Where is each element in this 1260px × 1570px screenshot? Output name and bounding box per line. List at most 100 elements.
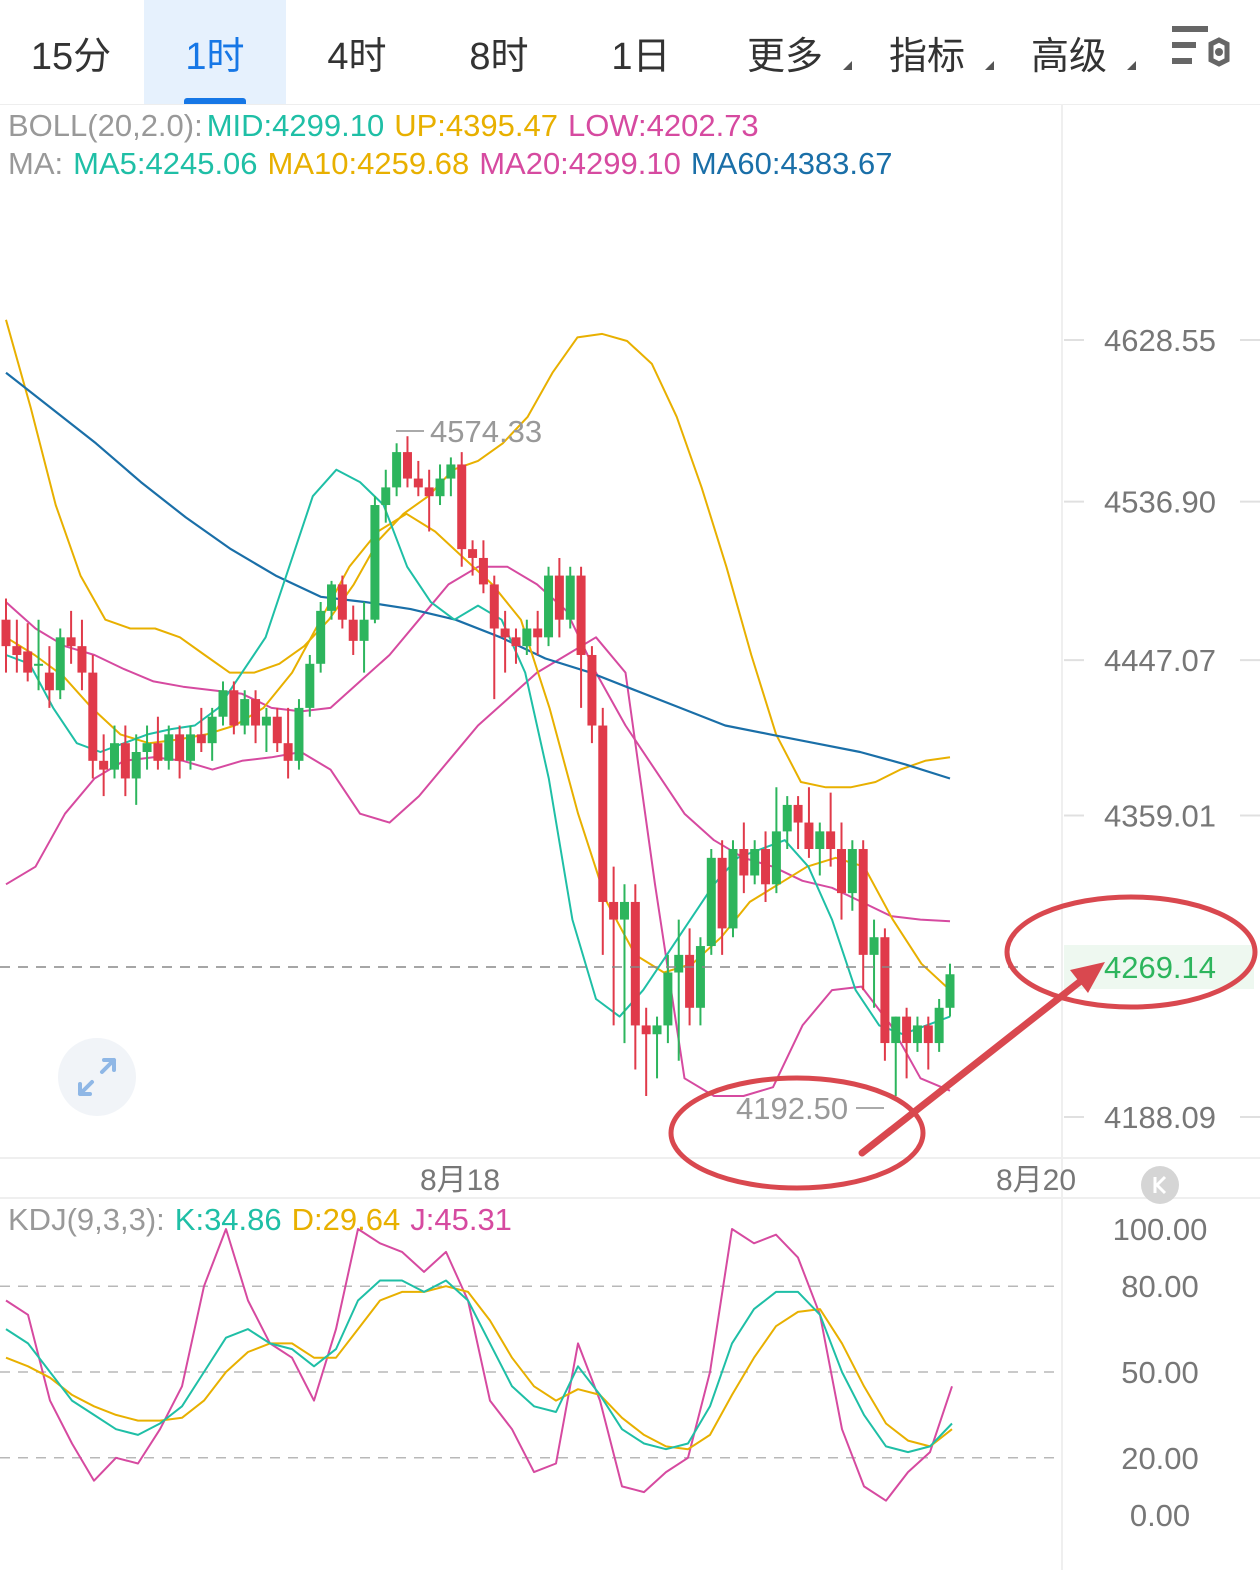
candle-body (674, 954, 684, 973)
candle-body (77, 646, 87, 673)
candle-body (272, 716, 282, 744)
candle-body (815, 831, 825, 850)
candle-body (435, 478, 445, 497)
candle-body (251, 699, 261, 726)
candle-body (858, 849, 868, 955)
candle-body (500, 628, 510, 638)
candle-body (131, 751, 141, 779)
candle-body (761, 849, 771, 885)
tab-label: 高级 (1030, 35, 1107, 78)
dropdown-caret-icon (1127, 61, 1136, 70)
tab-indicators[interactable]: 指标 (862, 0, 994, 104)
filter-settings-icon[interactable] (1168, 18, 1230, 80)
candle-body (413, 478, 423, 488)
high-marker-label: 4574.33 (430, 414, 542, 449)
candle-body (836, 849, 846, 894)
price-chart[interactable]: 4628.55 4536.90 4447.07 4359.01 4188.09 8月18 8… (0, 104, 1260, 1570)
candle-body (771, 831, 781, 885)
kdj-axis-label: 100.00 (1113, 1212, 1208, 1247)
dropdown-caret-icon (843, 61, 852, 70)
kdj-legend: KDJ(9,3,3): K:34.86 D:29.64 J:45.31 (8, 1202, 522, 1238)
chart-grid (0, 104, 1260, 1570)
tab-more[interactable]: 更多 (720, 0, 852, 104)
price-axis-label: 4447.07 (1104, 643, 1216, 678)
ma60-value: MA60:4383.67 (690, 146, 893, 181)
candle-body (511, 637, 521, 647)
kdj-k: K:34.86 (174, 1202, 282, 1237)
candle-body (663, 972, 673, 1026)
candle-body (912, 1025, 922, 1044)
ma60-line (5, 371, 951, 780)
candle-body (110, 743, 120, 770)
candle-body (294, 707, 304, 761)
candle-body (240, 699, 250, 726)
candle-body (934, 1007, 944, 1044)
candle-body (706, 857, 716, 947)
ma-name: MA: (8, 146, 64, 181)
boll-mid: MID:4299.10 (206, 108, 385, 143)
time-axis-label: 8月18 (420, 1164, 500, 1197)
tab-8h[interactable]: 8时 (428, 0, 570, 104)
indicator-lines (5, 319, 951, 1097)
kdj-j: J:45.31 (410, 1202, 512, 1237)
candle-body (153, 743, 163, 761)
price-axis: 4628.55 4536.90 4447.07 4359.01 4188.09 8月18 8… (420, 323, 1260, 1533)
candle-body (305, 663, 315, 708)
candle-body (23, 651, 33, 673)
expand-arrows-icon[interactable] (58, 1038, 136, 1116)
candle-body (44, 672, 54, 691)
candle-body (533, 628, 543, 638)
time-axis-label: 8月20 (996, 1164, 1076, 1197)
candle-body (164, 734, 174, 761)
candle-body (88, 672, 98, 761)
candle-body (99, 760, 109, 770)
candle-body (522, 628, 532, 647)
candle-body (544, 575, 554, 638)
tab-15min[interactable]: 15分 (0, 0, 142, 104)
tab-advanced[interactable]: 高级 (1004, 0, 1136, 104)
ma5-line (5, 468, 951, 1036)
tab-1h[interactable]: 1时 (144, 0, 286, 104)
ma20-value: MA20:4299.10 (479, 146, 681, 181)
candle-body (261, 716, 271, 726)
candle-body (175, 734, 185, 761)
kdj-name: KDJ(9,3,3): (8, 1202, 165, 1237)
boll-lower-line (5, 636, 951, 1097)
candle-body (120, 743, 130, 779)
candle-body (478, 557, 488, 585)
kdj-axis-label: 20.00 (1121, 1441, 1199, 1476)
kdj-d-line (5, 1285, 953, 1451)
candle-body (370, 505, 380, 620)
candle-body (381, 487, 391, 506)
boll-name: BOLL(20,2.0): (8, 108, 203, 143)
price-axis-label: 4188.09 (1104, 1100, 1216, 1135)
candle-body (923, 1025, 933, 1044)
timeframe-tabs: 15分 1时 4时 8时 1日 更多 指标 高级 (0, 0, 1260, 105)
tab-1d[interactable]: 1日 (570, 0, 712, 104)
candle-body (359, 619, 369, 641)
candle-body (652, 1025, 662, 1035)
candle-body (218, 690, 228, 717)
candle-body (1, 619, 11, 647)
candle-body (196, 734, 206, 744)
candle-body (327, 584, 337, 611)
candle-body (424, 487, 434, 497)
candle-body (750, 849, 760, 876)
kdj-j-line (5, 1228, 953, 1502)
boll-up: UP:4395.47 (394, 108, 558, 143)
candle-body (283, 743, 293, 761)
k-line-icon[interactable] (1141, 1166, 1179, 1204)
kdj-d: D:29.64 (291, 1202, 401, 1237)
candle-body (587, 654, 597, 726)
candle-body (782, 804, 792, 832)
tab-4h[interactable]: 4时 (286, 0, 428, 104)
candle-body (229, 690, 239, 726)
candle-body (728, 849, 738, 929)
candle-body (316, 610, 326, 664)
candle-body (695, 946, 705, 1008)
candle-body (207, 716, 217, 744)
candle-body (641, 1025, 651, 1035)
candle-body (685, 954, 695, 1008)
candle-body (739, 849, 749, 876)
annotation-arrow-head (1070, 962, 1105, 993)
